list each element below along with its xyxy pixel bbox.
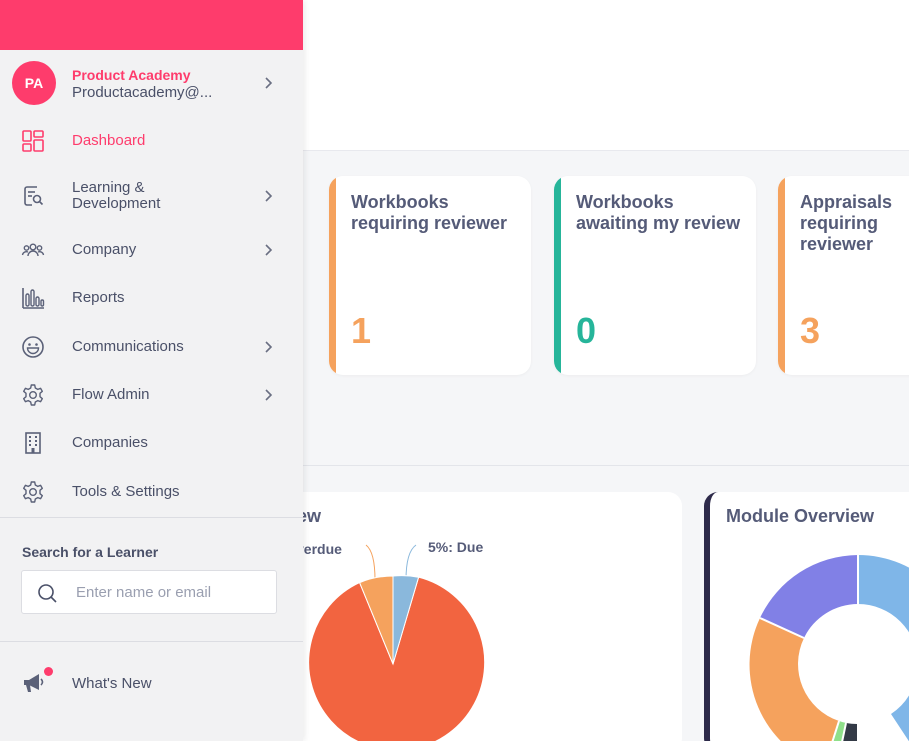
- chevron-right-icon: [265, 341, 273, 353]
- section-divider: [0, 465, 909, 466]
- stat-card-workbooks-requiring-reviewer[interactable]: Workbooks requiring reviewer 1: [329, 176, 531, 375]
- nav-item-dashboard[interactable]: Dashboard: [0, 119, 303, 163]
- whats-new-label: What's New: [72, 675, 152, 692]
- stat-card-accent: [778, 176, 785, 375]
- pie-label-overdue: verdue: [296, 541, 342, 557]
- learner-search-box[interactable]: [21, 570, 277, 614]
- whats-new-button[interactable]: What's New: [0, 660, 303, 706]
- chevron-right-icon: [265, 190, 273, 202]
- nav-item-label: Communications: [72, 338, 184, 355]
- smiley-icon: [22, 336, 44, 358]
- megaphone-icon: [24, 674, 44, 692]
- stat-card-value: 3: [800, 310, 821, 351]
- search-heading: Search for a Learner: [22, 544, 159, 560]
- bar-chart-icon: [22, 288, 45, 309]
- pie-leader-overdue: [365, 544, 376, 581]
- nav-item-label: Learning & Development: [72, 179, 161, 212]
- sidebar-divider: [0, 641, 303, 642]
- nav-item-learning-development[interactable]: Learning & Development: [0, 173, 303, 219]
- nav-item-tools-settings[interactable]: Tools & Settings: [0, 470, 303, 514]
- people-icon: [21, 243, 45, 257]
- profile-email: Productacademy@...: [72, 84, 213, 101]
- pie-slice-due[interactable]: [392, 575, 420, 665]
- dashboard-icon: [22, 130, 44, 152]
- donut-slice-purple[interactable]: [760, 555, 858, 638]
- stat-card-title: Appraisals requiring reviewer: [800, 192, 893, 254]
- nav-item-communications[interactable]: Communications: [0, 325, 303, 369]
- notification-dot: [44, 667, 53, 676]
- pie-slice-main[interactable]: [308, 576, 486, 741]
- pie-label-due: 5%: Due: [428, 539, 484, 555]
- stat-card-title: Workbooks awaiting my review: [576, 192, 741, 233]
- donut-slice-blue-2[interactable]: [891, 664, 909, 741]
- stat-card-accent: [329, 176, 336, 375]
- chart-title: ew: [297, 506, 322, 526]
- module-overview-donut: [749, 555, 909, 741]
- stat-card-value: 0: [576, 310, 597, 351]
- profile-name: Product Academy: [72, 67, 191, 83]
- nav-item-reports[interactable]: Reports: [0, 276, 303, 320]
- nav-item-label: Company: [72, 241, 137, 258]
- nav-item-label: Companies: [72, 434, 148, 451]
- avatar: PA: [12, 61, 56, 105]
- chevron-right-icon: [265, 77, 273, 89]
- nav-item-label: Flow Admin: [72, 386, 150, 403]
- chart-title: Module Overview: [726, 506, 875, 526]
- nav-item-label: Tools & Settings: [72, 483, 180, 500]
- stat-card-accent: [554, 176, 561, 375]
- sidebar-divider: [0, 517, 303, 518]
- nav-item-companies[interactable]: Companies: [0, 421, 303, 465]
- nav-item-company[interactable]: Company: [0, 228, 303, 272]
- donut-slice-dark[interactable]: [836, 723, 858, 741]
- profile-menu[interactable]: PA Product Academy Productacademy@...: [0, 58, 303, 110]
- learner-search-input[interactable]: [76, 571, 271, 613]
- chevron-right-icon: [265, 244, 273, 256]
- sidebar-header: [0, 0, 303, 50]
- chevron-right-icon: [265, 389, 273, 401]
- nav-item-flow-admin[interactable]: Flow Admin: [0, 373, 303, 417]
- nav-item-label: Reports: [72, 289, 125, 306]
- gear-icon: [23, 481, 43, 503]
- stat-card-appraisals-requiring-reviewer[interactable]: Appraisals requiring reviewer 3: [778, 176, 909, 375]
- module-overview-card: Module Overview: [704, 492, 909, 741]
- pie-leader-due: [405, 544, 417, 581]
- search-icon: [38, 584, 57, 603]
- stat-card-title: Workbooks requiring reviewer: [351, 192, 508, 233]
- nav-item-label: Dashboard: [72, 132, 146, 149]
- sidebar: PA Product Academy Productacademy@... Da…: [0, 0, 303, 741]
- stat-card-workbooks-awaiting-review[interactable]: Workbooks awaiting my review 0: [554, 176, 756, 375]
- donut-slice-orange[interactable]: [749, 618, 839, 741]
- building-icon: [25, 432, 41, 454]
- learning-icon: [24, 186, 44, 206]
- stat-card-value: 1: [351, 310, 372, 351]
- gear-icon: [23, 384, 43, 406]
- overview-pie-chart: [308, 544, 486, 741]
- donut-slice-blue[interactable]: [858, 555, 909, 664]
- overview-chart-card: ew verdue 5%: Due: [260, 492, 682, 741]
